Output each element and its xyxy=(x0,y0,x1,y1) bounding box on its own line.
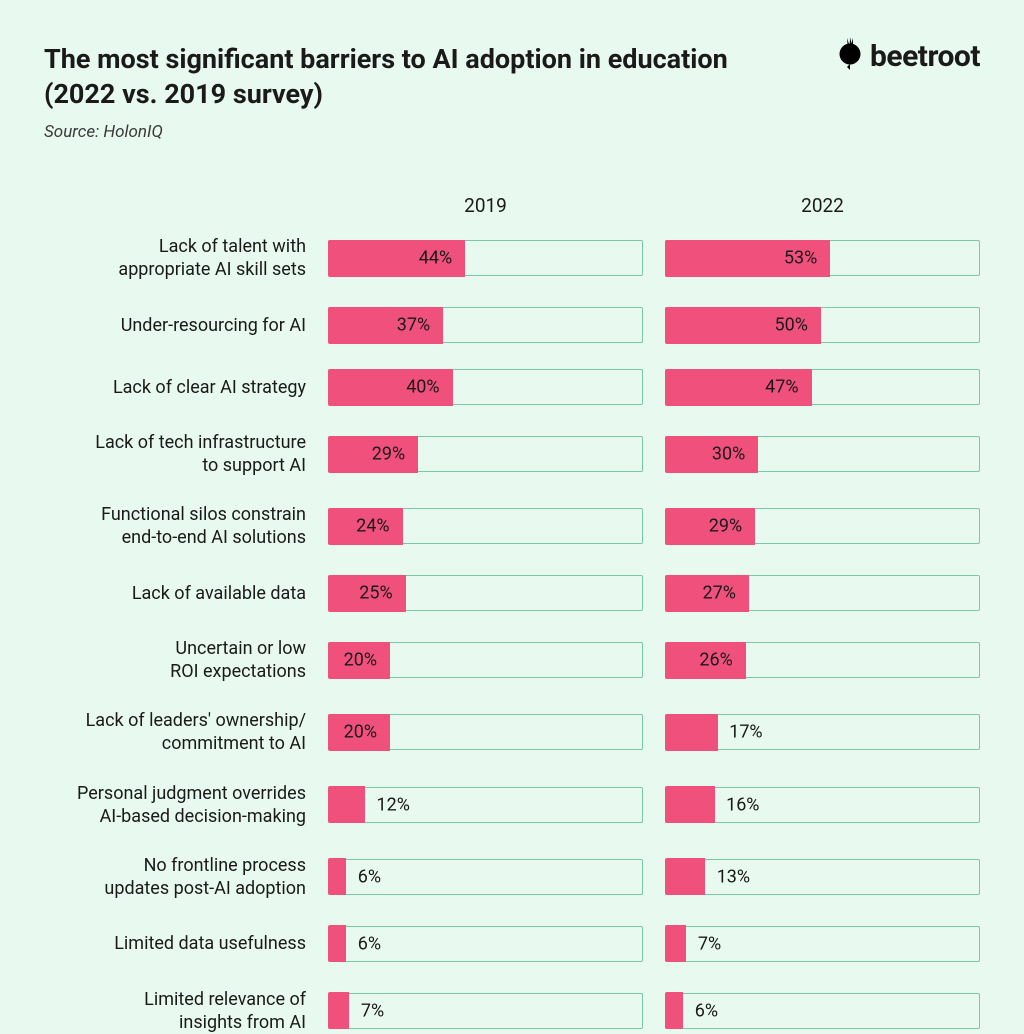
bar-track: 16% xyxy=(665,787,980,823)
bar-value-label: 6% xyxy=(695,1000,718,1021)
bar-value-label: 29% xyxy=(372,444,405,465)
bar-fill xyxy=(328,786,366,823)
bar-track: 29% xyxy=(328,436,643,472)
chart-row: Personal judgment overridesAI-based deci… xyxy=(44,782,980,828)
bar-track: 7% xyxy=(665,926,980,962)
bar-fill xyxy=(665,714,718,751)
title-line-2: (2022 vs. 2019 survey) xyxy=(44,78,323,110)
bar-track: 20% xyxy=(328,642,643,678)
bar-value-label: 16% xyxy=(726,794,759,815)
bar-value-label: 20% xyxy=(344,650,377,671)
bar-value-label: 13% xyxy=(717,866,750,887)
brand-name: beetroot xyxy=(870,39,980,74)
bar-fill xyxy=(665,925,687,962)
source-text: Source: HolonIQ xyxy=(44,122,980,142)
bar-track: 24% xyxy=(328,508,643,544)
beetroot-icon xyxy=(836,36,864,76)
column-header: 2019 xyxy=(328,194,643,217)
bar-value-label: 29% xyxy=(709,516,742,537)
bar-track: 44% xyxy=(328,240,643,276)
bar-track: 30% xyxy=(665,436,980,472)
chart-row: No frontline processupdates post-AI adop… xyxy=(44,854,980,900)
bar-track: 53% xyxy=(665,240,980,276)
chart-row: Lack of available data 25% 27% xyxy=(44,575,980,611)
row-label: Limited relevance ofinsights from AI xyxy=(44,988,306,1034)
bar-value-label: 20% xyxy=(344,722,377,743)
bar-value-label: 27% xyxy=(703,583,736,604)
bar-track: 13% xyxy=(665,859,980,895)
bar-fill xyxy=(665,786,715,823)
bar-value-label: 50% xyxy=(775,315,808,336)
bar-value-label: 6% xyxy=(358,933,381,954)
chart-row: Limited relevance ofinsights from AI 7% 6% xyxy=(44,988,980,1034)
bar-value-label: 25% xyxy=(359,583,392,604)
bar-track: 27% xyxy=(665,575,980,611)
bar-track: 6% xyxy=(328,926,643,962)
bar-value-label: 40% xyxy=(406,377,439,398)
barrier-chart: 2019 2022 Lack of talent withappropriate A… xyxy=(44,194,980,1034)
bar-value-label: 7% xyxy=(698,933,721,954)
chart-row: Under-resourcing for AI 37% 50% xyxy=(44,307,980,343)
bar-value-label: 47% xyxy=(765,377,798,398)
bar-track: 25% xyxy=(328,575,643,611)
bar-track: 47% xyxy=(665,369,980,405)
row-label: Functional silos constrainend-to-end AI … xyxy=(44,503,306,549)
bar-fill xyxy=(328,858,347,895)
bar-track: 29% xyxy=(665,508,980,544)
chart-row: Limited data usefulness 6% 7% xyxy=(44,926,980,962)
bar-value-label: 6% xyxy=(358,866,381,887)
row-label: Personal judgment overridesAI-based deci… xyxy=(44,782,306,828)
chart-row: Lack of leaders' ownership/commitment to… xyxy=(44,709,980,755)
bar-track: 37% xyxy=(328,307,643,343)
bar-value-label: 17% xyxy=(729,722,762,743)
row-label: Lack of clear AI strategy xyxy=(44,376,306,399)
bar-value-label: 26% xyxy=(699,650,732,671)
chart-row: Uncertain or lowROI expectations 20% 26% xyxy=(44,637,980,683)
bar-track: 50% xyxy=(665,307,980,343)
bar-fill xyxy=(328,992,350,1029)
chart-row: Functional silos constrainend-to-end AI … xyxy=(44,503,980,549)
row-label: Limited data usefulness xyxy=(44,932,306,955)
brand-logo: beetroot xyxy=(836,36,980,76)
bar-track: 40% xyxy=(328,369,643,405)
bar-track: 6% xyxy=(328,859,643,895)
bar-fill xyxy=(665,992,684,1029)
row-label: Lack of available data xyxy=(44,582,306,605)
chart-row: Lack of clear AI strategy 40% 47% xyxy=(44,369,980,405)
row-label: Lack of tech infrastructureto support AI xyxy=(44,431,306,477)
page-title: The most significant barriers to AI adop… xyxy=(44,42,744,112)
row-label: Under-resourcing for AI xyxy=(44,314,306,337)
chart-row: Lack of tech infrastructureto support AI… xyxy=(44,431,980,477)
bar-track: 12% xyxy=(328,787,643,823)
bar-value-label: 7% xyxy=(361,1000,384,1021)
bar-track: 6% xyxy=(665,993,980,1029)
row-label: Uncertain or lowROI expectations xyxy=(44,637,306,683)
bar-value-label: 37% xyxy=(397,315,430,336)
column-header: 2022 xyxy=(665,194,980,217)
bar-value-label: 24% xyxy=(356,516,389,537)
chart-row: Lack of talent withappropriate AI skill … xyxy=(44,235,980,281)
bar-value-label: 12% xyxy=(377,794,410,815)
row-label: No frontline processupdates post-AI adop… xyxy=(44,854,306,900)
bar-track: 7% xyxy=(328,993,643,1029)
header: The most significant barriers to AI adop… xyxy=(44,42,980,142)
bar-value-label: 44% xyxy=(419,248,452,269)
bar-fill xyxy=(665,858,706,895)
bar-fill xyxy=(328,925,347,962)
bar-track: 20% xyxy=(328,714,643,750)
title-line-1: The most significant barriers to AI adop… xyxy=(44,43,728,75)
bar-track: 26% xyxy=(665,642,980,678)
row-label: Lack of leaders' ownership/commitment to… xyxy=(44,709,306,755)
bar-value-label: 53% xyxy=(784,248,817,269)
bar-track: 17% xyxy=(665,714,980,750)
bar-value-label: 30% xyxy=(712,444,745,465)
row-label: Lack of talent withappropriate AI skill … xyxy=(44,235,306,281)
